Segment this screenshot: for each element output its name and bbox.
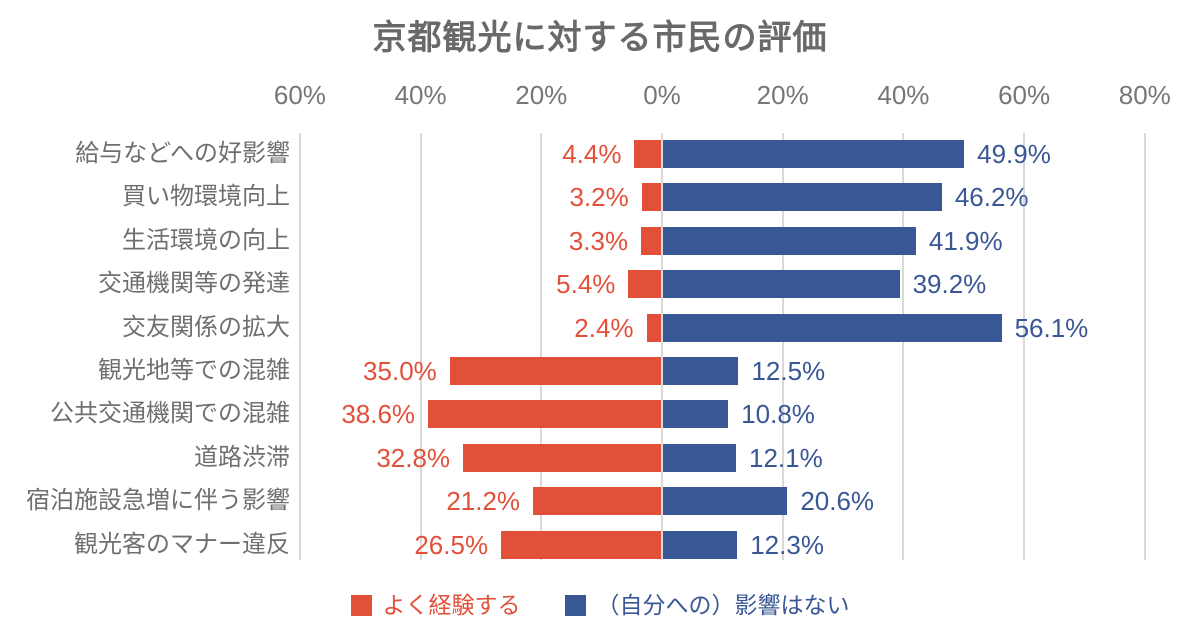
category-label: 公共交通機関での混雑 <box>50 400 290 428</box>
x-axis-tick-label: 60% <box>273 80 326 110</box>
gridline <box>540 133 543 560</box>
x-axis-tick-label: 0% <box>643 80 681 110</box>
bar-no-impact <box>663 530 738 559</box>
gridline <box>419 133 422 560</box>
category-label: 給与などへの好影響 <box>75 140 290 167</box>
x-axis-tick-label: 40% <box>394 80 447 110</box>
value-label-no-impact: 56.1% <box>1014 312 1089 343</box>
value-label-no-impact: 12.3% <box>750 529 824 560</box>
x-axis-tick-label: 20% <box>756 80 809 110</box>
value-label-often-experience: 26.5% <box>414 529 489 560</box>
bar-often-experience <box>463 443 661 472</box>
bar-often-experience <box>533 487 661 516</box>
category-label: 交通機関等の発達 <box>98 270 290 298</box>
bar-often-experience <box>634 140 661 168</box>
category-label: 観光地等での混雑 <box>98 357 290 384</box>
category-label: 宿泊施設急増に伴う影響 <box>26 487 290 515</box>
gridline <box>902 133 905 560</box>
legend-label-no-impact: （自分への）影響はない <box>596 592 850 618</box>
bar-no-impact <box>663 183 942 212</box>
bar-no-impact <box>663 226 916 255</box>
gridline <box>781 133 784 560</box>
bar-no-impact <box>663 400 729 429</box>
category-label: 買い物環境向上 <box>122 183 290 211</box>
value-label-often-experience: 38.6% <box>341 399 416 430</box>
value-label-no-impact: 12.5% <box>751 356 826 386</box>
x-axis-tick-label: 20% <box>515 80 568 110</box>
bar-no-impact <box>663 313 1002 342</box>
chart-title: 京都観光に対する市民の評価 <box>372 19 828 57</box>
bar-often-experience <box>628 270 661 299</box>
bar-often-experience <box>641 226 661 255</box>
gridline <box>661 133 663 560</box>
value-label-often-experience: 32.8% <box>376 442 451 473</box>
value-label-no-impact: 41.9% <box>928 225 1003 256</box>
bar-often-experience <box>449 357 661 385</box>
x-axis-tick-label: 40% <box>877 80 930 110</box>
category-label: 観光客のマナー違反 <box>74 530 290 558</box>
gridline <box>298 133 301 560</box>
value-label-often-experience: 3.2% <box>569 182 629 213</box>
bar-no-impact <box>663 443 737 472</box>
bar-often-experience <box>646 313 661 342</box>
bar-often-experience <box>641 183 661 212</box>
value-label-no-impact: 46.2% <box>954 182 1029 213</box>
value-label-no-impact: 20.6% <box>800 486 875 517</box>
legend-item-no-impact: （自分への）影響はない <box>564 592 850 618</box>
legend-swatch-often-experience-icon <box>350 594 372 616</box>
legend-label-often-experience: よく経験する <box>382 592 521 618</box>
bar-no-impact <box>663 487 788 516</box>
value-label-often-experience: 35.0% <box>363 356 437 386</box>
category-label: 生活環境の向上 <box>122 226 290 254</box>
value-label-no-impact: 49.9% <box>977 139 1051 169</box>
value-label-no-impact: 10.8% <box>741 399 815 430</box>
x-axis-tick-label: 60% <box>998 80 1051 110</box>
bar-no-impact <box>663 270 900 299</box>
bar-no-impact <box>663 140 965 168</box>
bar-often-experience <box>428 400 661 429</box>
category-label: 交友関係の拡大 <box>122 313 290 341</box>
gridline <box>1143 133 1146 560</box>
legend-item-often-experience: よく経験する <box>350 592 521 618</box>
legend-swatch-no-impact-icon <box>564 594 586 616</box>
bar-no-impact <box>663 357 739 385</box>
value-label-no-impact: 39.2% <box>912 269 987 300</box>
value-label-often-experience: 5.4% <box>556 269 616 300</box>
category-label: 道路渋滞 <box>194 443 290 471</box>
legend: よく経験する （自分への）影響はない <box>0 592 1200 618</box>
bar-often-experience <box>501 530 661 559</box>
value-label-no-impact: 12.1% <box>749 442 823 473</box>
gridline <box>1023 133 1026 560</box>
value-label-often-experience: 3.3% <box>568 225 629 256</box>
value-label-often-experience: 21.2% <box>446 486 521 517</box>
x-axis-tick-label: 80% <box>1118 80 1171 110</box>
value-label-often-experience: 2.4% <box>574 312 634 343</box>
value-label-often-experience: 4.4% <box>562 139 622 169</box>
